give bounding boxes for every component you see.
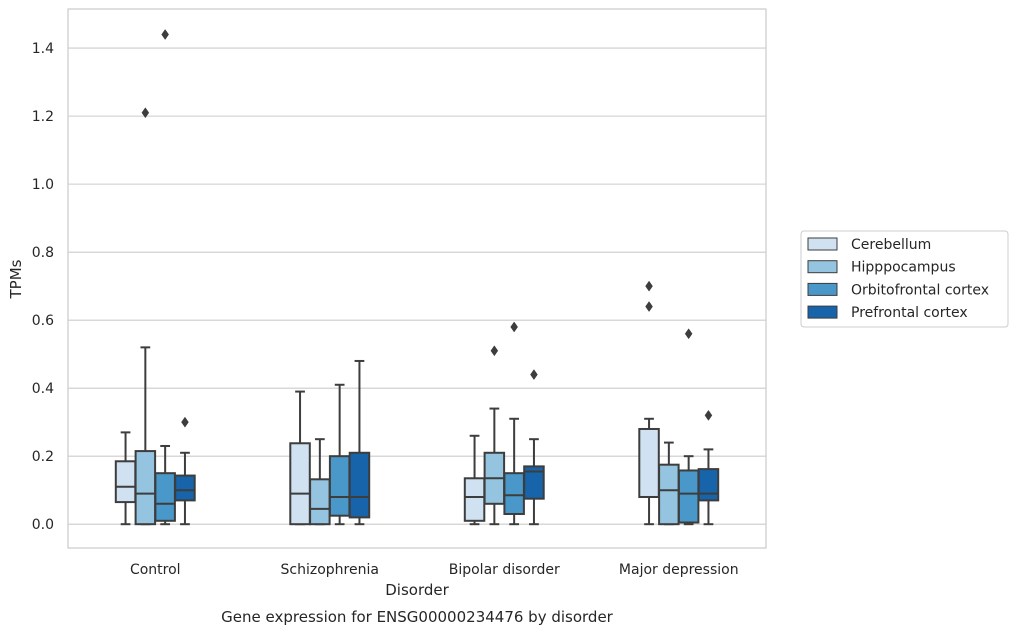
box-bipolar-disorder-prefrontal-cortex	[523, 369, 545, 526]
outlier-point	[490, 345, 499, 357]
box-body	[289, 442, 311, 526]
y-axis-label: TPMs	[7, 259, 25, 299]
chart-caption: Gene expression for ENSG00000234476 by d…	[221, 608, 614, 626]
y-tick-label: 0.8	[32, 245, 54, 261]
x-tick-label-schizophrenia: Schizophrenia	[281, 562, 379, 578]
x-tick-labels: Control Schizophrenia Bipolar disorder Majo…	[130, 562, 739, 578]
outlier-point	[141, 107, 150, 119]
legend-swatch	[807, 260, 838, 274]
box-body	[697, 468, 720, 502]
box-control-cerebellum	[114, 431, 137, 526]
outlier-point	[704, 409, 713, 421]
legend-item-prefrontal-cortex: Prefrontal cortex	[807, 305, 968, 321]
box-bipolar-disorder-cerebellum	[463, 434, 486, 526]
y-tick-label: 0.0	[32, 517, 54, 533]
legend: Cerebellum Hipppocampus Orbitofrontal cort…	[800, 230, 1009, 328]
box-body	[503, 472, 525, 515]
box-body	[638, 427, 660, 498]
box-major-depression-prefrontal-cortex	[697, 409, 720, 526]
boxes	[114, 29, 720, 526]
outlier-point	[510, 321, 518, 333]
legend-label: Prefrontal cortex	[851, 305, 968, 321]
legend-label: Orbitofrontal cortex	[851, 282, 989, 298]
box-body	[658, 463, 680, 526]
y-tick-label: 0.6	[32, 313, 54, 329]
box-body	[348, 451, 371, 519]
box-schizophrenia-hipppocampus	[309, 438, 331, 526]
box-body	[134, 450, 157, 526]
box-body	[174, 474, 196, 502]
x-tick-label-bipolar-disorder: Bipolar disorder	[449, 562, 560, 578]
box-body	[114, 460, 137, 504]
outlier-point	[181, 416, 189, 428]
x-axis-label: Disorder	[385, 581, 449, 599]
box-schizophrenia-cerebellum	[289, 390, 311, 526]
outlier-point	[161, 29, 169, 40]
legend-swatch	[807, 237, 838, 251]
x-tick-label-major-depression: Major depression	[619, 562, 739, 578]
legend-label: Hipppocampus	[851, 260, 956, 276]
legend-item-hipppocampus: Hipppocampus	[807, 260, 956, 276]
y-tick-label: 1.0	[32, 177, 54, 193]
outlier-point	[645, 280, 653, 292]
box-body	[154, 472, 176, 522]
y-tick-labels: 0.0 0.2 0.4 0.6 0.8 1.0 1.2 1.4	[32, 41, 54, 533]
legend-item-cerebellum: Cerebellum	[807, 237, 931, 253]
box-control-prefrontal-cortex	[174, 416, 196, 526]
outlier-point	[530, 369, 538, 381]
y-tick-label: 0.2	[32, 449, 54, 465]
box-body	[463, 477, 486, 522]
x-tick-label-control: Control	[130, 562, 181, 578]
outlier-point	[645, 301, 653, 312]
y-tick-label: 1.2	[32, 109, 54, 125]
box-schizophrenia-prefrontal-cortex	[348, 359, 371, 526]
box-major-depression-orbitofrontal-cortex	[677, 328, 700, 526]
box-schizophrenia-orbitofrontal-cortex	[328, 383, 351, 526]
legend-frame	[800, 230, 1009, 328]
legend-item-orbitofrontal-cortex: Orbitofrontal cortex	[807, 282, 989, 298]
box-body	[677, 469, 700, 524]
box-body	[328, 455, 351, 517]
legend-label: Cerebellum	[851, 237, 931, 253]
legend-swatch	[807, 305, 838, 319]
plot-frame	[67, 8, 767, 549]
box-body	[523, 465, 545, 500]
y-tick-label: 0.4	[32, 381, 54, 397]
box-major-depression-cerebellum	[638, 280, 660, 526]
y-tick-label: 1.4	[32, 41, 54, 57]
box-body	[309, 478, 331, 526]
legend-swatch	[807, 282, 838, 296]
outlier-point	[684, 328, 693, 340]
